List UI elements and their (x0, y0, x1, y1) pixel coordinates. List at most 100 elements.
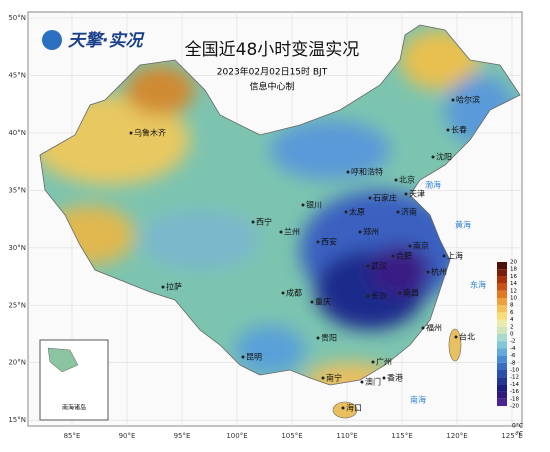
legend-tick: 18 (510, 267, 517, 273)
city-label: 银川 (306, 200, 322, 210)
hainan (332, 401, 358, 419)
legend-tick: 16 (510, 274, 517, 280)
lon-label: 110°E (336, 432, 357, 440)
legend-zero: 0°C (512, 423, 523, 430)
city-dot (129, 131, 133, 135)
city-dot (366, 294, 370, 298)
legend-swatch (497, 398, 507, 406)
legend-tick: -6 (510, 353, 516, 359)
city-dot (321, 376, 325, 380)
legend-tick: 20 (510, 260, 517, 266)
lon-label: 105°E (281, 432, 302, 440)
legend-tick: 12 (510, 288, 517, 294)
city-label: 郑州 (363, 227, 379, 237)
lon-label: 125°E (501, 432, 522, 440)
city-label: 南宁 (326, 373, 342, 383)
lat-label: 50°N (8, 14, 26, 22)
legend-swatch (497, 276, 507, 284)
city-label: 太原 (349, 207, 365, 217)
city-label: 武汉 (371, 261, 387, 271)
lon-label: 95°E (174, 432, 191, 440)
city-dot (344, 210, 348, 214)
legend-unit: °C (516, 431, 523, 438)
lon-label: 85°E (64, 432, 81, 440)
city-dot (398, 291, 402, 295)
city-dot (301, 203, 305, 207)
city-dot (431, 155, 435, 159)
city-label: 天津 (409, 189, 425, 199)
city-dot (358, 230, 362, 234)
city-dot (360, 380, 364, 384)
sea-label: 东海 (470, 280, 486, 290)
city-dot (251, 220, 255, 224)
sea-label: 渤海 (425, 180, 441, 190)
city-label: 成都 (286, 288, 302, 298)
city-dot (404, 192, 408, 196)
city-dot (442, 254, 446, 258)
city-label: 贵阳 (321, 333, 337, 343)
city-dot (316, 336, 320, 340)
legend-swatch (497, 341, 507, 349)
legend-tick: 2 (510, 324, 514, 330)
city-dot (161, 285, 165, 289)
title: 全国近48小时变温实况 (185, 40, 360, 60)
city-dot (366, 264, 370, 268)
city-dot (454, 335, 458, 339)
legend-swatch (497, 290, 507, 298)
city-label: 西安 (321, 237, 337, 247)
city-dot (451, 98, 455, 102)
city-label: 广州 (376, 357, 392, 367)
legend-swatch (497, 348, 507, 356)
legend-swatch (497, 319, 507, 327)
lat-label: 35°N (8, 186, 26, 194)
legend-swatch (497, 283, 507, 291)
city-label: 杭州 (431, 267, 447, 277)
legend-tick: -4 (510, 346, 516, 352)
lon-label: 100°E (226, 432, 247, 440)
city-label: 海口 (346, 403, 362, 413)
city-label: 西宁 (256, 217, 272, 227)
city-label: 石家庄 (373, 193, 397, 203)
subtitle: 2023年02月02日15时 BJT (217, 66, 328, 78)
lon-label: 120°E (446, 432, 467, 440)
legend-swatch (497, 269, 507, 277)
city-dot (382, 376, 386, 380)
legend-tick: 10 (510, 296, 517, 302)
legend-tick: 14 (510, 281, 517, 287)
inset-land (47, 347, 79, 373)
city-dot (408, 244, 412, 248)
city-dot (241, 355, 245, 359)
legend: 20181614121086420-2-4-6-8-10-12-14-16-18… (497, 260, 523, 438)
city-label: 昆明 (246, 353, 262, 362)
legend-swatch (497, 377, 507, 385)
legend-swatch (497, 355, 507, 363)
logo: 天擎·实况 (68, 31, 145, 51)
lon-label: 90°E (119, 432, 136, 440)
legend-swatch (497, 305, 507, 313)
legend-swatch (497, 312, 507, 320)
city-label: 呼和浩特 (351, 167, 383, 177)
legend-swatch (497, 391, 507, 399)
city-dot (346, 170, 350, 174)
city-dot (421, 326, 425, 330)
legend-tick: 4 (510, 317, 514, 323)
city-label: 长春 (451, 125, 467, 135)
legend-tick: 6 (510, 310, 514, 316)
city-label: 济南 (401, 207, 417, 217)
taiwan (448, 328, 462, 362)
legend-tick: -20 (510, 404, 519, 410)
city-label: 香港 (387, 373, 403, 383)
city-dot (446, 128, 450, 132)
legend-tick: -2 (510, 339, 515, 345)
city-label: 合肥 (396, 251, 412, 261)
city-dot (426, 270, 430, 274)
city-label: 哈尔滨 (456, 95, 480, 105)
inset-label: 南海诸岛 (62, 404, 86, 412)
legend-tick: -10 (510, 368, 519, 374)
lat-label: 20°N (8, 359, 26, 367)
city-dot (391, 254, 395, 258)
sea-label: 黄海 (455, 220, 471, 230)
legend-tick: -8 (510, 360, 516, 366)
